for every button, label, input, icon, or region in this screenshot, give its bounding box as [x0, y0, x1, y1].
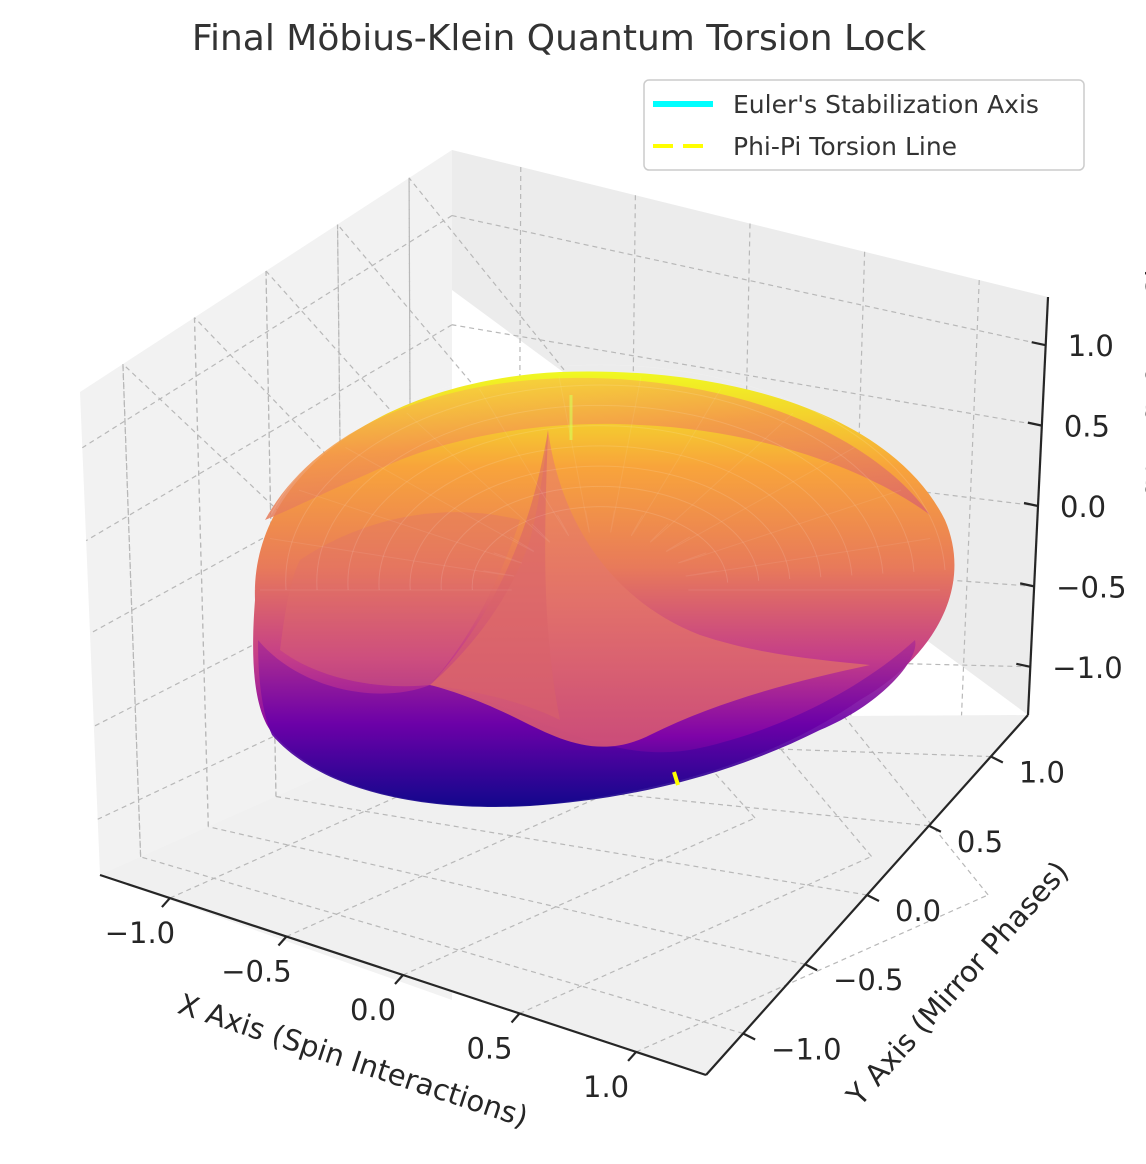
y-tick-mark [928, 824, 942, 833]
x-gridline-back [194, 317, 639, 780]
z-tick-mark [1031, 341, 1046, 347]
x-tick-mark [394, 974, 404, 985]
y-tick-label: 1.0 [1019, 756, 1065, 790]
surface-fold-left [280, 512, 520, 687]
surface-mesh-spoke [269, 538, 515, 577]
surface [253, 364, 955, 807]
z-tick-label: −1.0 [1052, 651, 1122, 685]
y-tick-label: 0.5 [957, 825, 1003, 859]
surface-mesh-ring [316, 404, 884, 591]
surface-top-rim [265, 377, 930, 520]
surface-mesh-ring [409, 465, 791, 591]
y-tick-label: 0.0 [895, 894, 941, 928]
x-gridline-back [337, 224, 872, 857]
surface-mesh-spoke [685, 538, 931, 577]
ticks: −1.0 −0.5 0.0 0.5 1.0 −1.0 −0.5 0.0 0.5 1.0 −1.0 −0… [105, 329, 1127, 1104]
surface-mesh-ring [440, 485, 760, 591]
surface-mesh-ring [471, 506, 729, 591]
surface-mesh-spoke [558, 376, 590, 533]
x-gridline-floor [402, 817, 756, 976]
phi-pi-torsion-line [672, 771, 680, 786]
x-gridline-wall [122, 364, 142, 857]
y-tick-mark [990, 755, 1004, 764]
surface-mesh-spoke [406, 412, 551, 543]
x-tick-mark [277, 935, 288, 947]
surface-mesh-ring [378, 445, 822, 591]
z-tick-label: 1.0 [1068, 329, 1114, 363]
legend: Euler's Stabilization Axis Phi-Pi Torsio… [643, 79, 1085, 171]
legend-box [643, 79, 1085, 171]
x-tick-mark [627, 1051, 637, 1062]
y-tick-mark [804, 963, 818, 972]
z-tick-mark [1027, 421, 1043, 427]
legend-label-torsion-line: Phi-Pi Torsion Line [733, 132, 957, 161]
y-tick-mark [742, 1032, 756, 1041]
surface-mesh-spoke [298, 489, 522, 564]
y-gridline-floor [275, 795, 868, 896]
z-tick-label: 0.0 [1060, 490, 1106, 524]
y-gridline-wall [517, 166, 522, 718]
surface-mesh-spoke [678, 489, 902, 564]
y-gridline-floor [140, 856, 744, 1035]
z-tick-mark [1023, 501, 1039, 508]
z-tick-mark [1016, 662, 1031, 668]
z-gridline-right [451, 214, 1046, 346]
x-tick-label: 1.0 [583, 1070, 629, 1104]
surface-mesh-spoke [345, 446, 535, 552]
z-gridline-right [451, 324, 1042, 427]
y-gridline-floor [208, 826, 806, 965]
y-tick-mark [866, 894, 880, 902]
surface-mesh-spoke [665, 446, 855, 552]
surface-mesh-ring [347, 425, 853, 591]
surface-inner-shade [430, 430, 560, 720]
chart-title: Final Möbius-Klein Quantum Torsion Lock [192, 18, 926, 59]
x-gridline-floor [286, 778, 639, 938]
legend-label-euler-axis: Euler's Stabilization Axis [733, 90, 1039, 119]
surface-mesh-spoke [479, 388, 569, 536]
x-gridline-floor [169, 740, 523, 899]
surface-mesh-spoke [649, 412, 794, 543]
z-gridline-left [89, 433, 453, 635]
x-tick-mark [510, 1012, 521, 1024]
x-tick-label: −1.0 [105, 916, 175, 950]
surface-mesh-spoke [631, 388, 721, 536]
y-tick-label: −0.5 [833, 963, 903, 997]
pane-floor [100, 715, 1028, 1075]
x-gridline-wall [193, 317, 209, 827]
x-gridline-floor [519, 855, 872, 1015]
x-tick-label: 0.0 [350, 993, 396, 1027]
z-tick-label: −0.5 [1056, 570, 1126, 604]
z-tick-mark [1019, 582, 1035, 588]
z-gridline-left [81, 215, 453, 449]
z-gridline-left [85, 324, 453, 542]
x-tick-label: 0.5 [466, 1031, 512, 1065]
y-gridline-wall [960, 280, 980, 716]
x-tick-label: −0.5 [221, 955, 291, 989]
surface-mesh-ring [285, 384, 915, 591]
y-tick-label: −1.0 [771, 1032, 841, 1066]
surface-mesh-ring [254, 364, 946, 591]
x-gridline-floor [635, 894, 989, 1053]
surface-mesh [254, 364, 946, 591]
z-tick-label: 0.5 [1064, 410, 1110, 444]
surface-mesh-spoke [610, 376, 642, 533]
x-tick-mark [161, 897, 171, 908]
surface-lower-band [258, 640, 916, 807]
